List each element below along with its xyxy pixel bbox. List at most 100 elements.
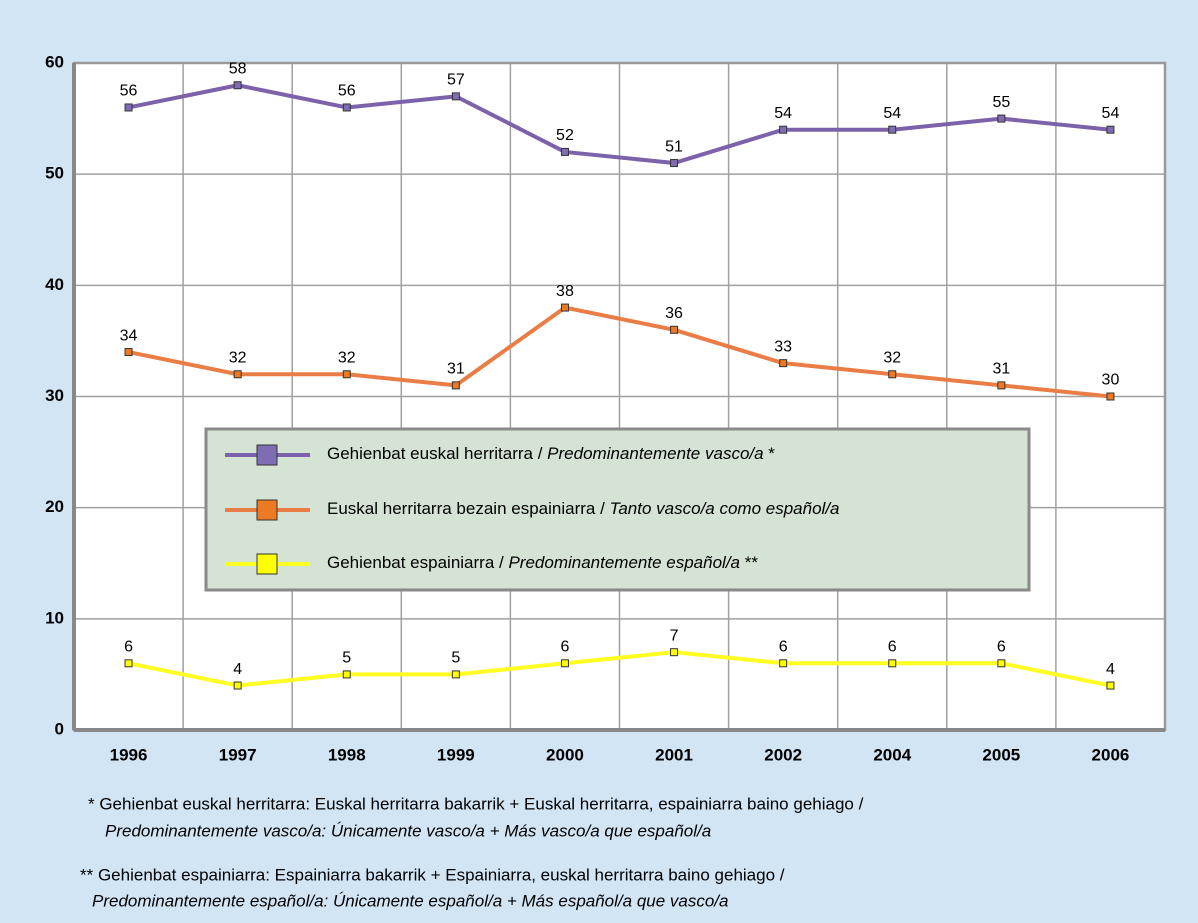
data-point — [997, 114, 1006, 123]
data-label: 32 — [229, 349, 247, 366]
data-label: 32 — [883, 349, 901, 366]
data-point — [1106, 681, 1115, 690]
data-label: 6 — [997, 639, 1006, 656]
x-tick-label: 2002 — [764, 745, 802, 764]
data-label: 4 — [1106, 661, 1115, 678]
data-label: 54 — [774, 105, 792, 122]
x-tick-label: 1996 — [110, 745, 148, 764]
data-point — [1106, 392, 1115, 401]
x-tick-label: 1999 — [437, 745, 475, 764]
data-point — [342, 103, 351, 112]
data-point — [779, 125, 788, 134]
y-tick-label: 30 — [45, 386, 64, 405]
data-point — [451, 670, 460, 679]
legend-box — [204, 427, 1031, 592]
data-point — [233, 81, 242, 90]
data-label: 57 — [447, 72, 465, 89]
legend-text-plain: Euskal herritarra bezain espainiarra / — [327, 499, 610, 518]
series-line — [128, 650, 1111, 688]
data-point — [560, 659, 569, 668]
data-point — [997, 659, 1006, 668]
footnote: * Gehienbat euskal herritarra: Euskal he… — [88, 794, 864, 813]
data-point — [233, 681, 242, 690]
legend-text-mark: ** — [740, 553, 758, 572]
data-label: 30 — [1102, 372, 1120, 389]
legend-text-plain: Gehienbat espainiarra / — [327, 553, 508, 572]
y-tick-label: 0 — [55, 719, 64, 738]
data-point — [124, 103, 133, 112]
data-point — [451, 92, 460, 101]
data-label: 31 — [447, 361, 465, 378]
data-label: 6 — [779, 639, 788, 656]
data-point — [560, 147, 569, 156]
x-tick-label: 2005 — [982, 745, 1020, 764]
data-label: 31 — [992, 361, 1010, 378]
data-point — [888, 659, 897, 668]
y-tick-label: 50 — [45, 164, 64, 183]
data-point — [670, 325, 679, 334]
data-label: 56 — [338, 83, 356, 100]
data-label: 5 — [451, 650, 460, 667]
data-label: 34 — [120, 327, 138, 344]
x-tick-label: 1997 — [219, 745, 257, 764]
data-label: 55 — [992, 94, 1010, 111]
data-label: 5 — [342, 650, 351, 667]
legend-text-italic: Tanto vasco/a como español/a — [610, 499, 840, 518]
data-label: 58 — [229, 60, 247, 77]
data-point — [888, 125, 897, 134]
legend-text-plain: Gehienbat euskal herritarra / — [327, 444, 547, 463]
x-tick-label: 1998 — [328, 745, 366, 764]
legend-text-mark: * — [764, 444, 776, 463]
data-point — [451, 381, 460, 390]
data-label: 33 — [774, 338, 792, 355]
x-tick-label: 2000 — [546, 745, 584, 764]
series-line — [128, 305, 1111, 399]
x-tick-label: 2001 — [655, 745, 693, 764]
legend-text-italic: Predominantemente vasco/a — [547, 444, 763, 463]
legend-label: Gehienbat espainiarra / Predominantement… — [327, 553, 758, 572]
y-tick-label: 10 — [45, 608, 64, 627]
data-label: 54 — [883, 105, 901, 122]
data-label: 56 — [120, 83, 138, 100]
data-point — [670, 159, 679, 168]
data-point — [888, 370, 897, 379]
footnote-translation: Predominantemente vasco/a: Únicamente va… — [105, 821, 711, 840]
data-point — [124, 348, 133, 357]
data-point — [124, 659, 133, 668]
data-label: 52 — [556, 127, 574, 144]
legend-swatch — [256, 499, 278, 521]
legend-text-italic: Predominantemente español/a — [508, 553, 740, 572]
legend-swatch — [256, 444, 278, 466]
data-point — [779, 659, 788, 668]
series-line — [128, 83, 1111, 166]
data-point — [779, 359, 788, 368]
data-label: 54 — [1102, 105, 1120, 122]
data-point — [342, 670, 351, 679]
data-point — [560, 303, 569, 312]
data-point — [342, 370, 351, 379]
footnote: ** Gehienbat espainiarra: Espainiarra ba… — [80, 865, 785, 884]
legend-label: Gehienbat euskal herritarra / Predominan… — [327, 444, 775, 463]
data-point — [233, 370, 242, 379]
data-label: 38 — [556, 283, 574, 300]
data-label: 51 — [665, 138, 683, 155]
data-label: 7 — [670, 627, 679, 644]
data-label: 6 — [888, 639, 897, 656]
data-label: 36 — [665, 305, 683, 322]
legend-label: Euskal herritarra bezain espainiarra / T… — [327, 499, 840, 518]
y-tick-label: 20 — [45, 497, 64, 516]
y-tick-label: 40 — [45, 275, 64, 294]
data-label: 6 — [124, 639, 133, 656]
x-tick-label: 2004 — [873, 745, 911, 764]
footnote-translation: Predominantemente español/a: Únicamente … — [92, 891, 729, 910]
legend-swatch — [256, 553, 278, 575]
data-label: 32 — [338, 349, 356, 366]
data-point — [1106, 125, 1115, 134]
data-label: 4 — [233, 661, 242, 678]
data-label: 6 — [560, 639, 569, 656]
x-tick-label: 2006 — [1092, 745, 1130, 764]
data-point — [997, 381, 1006, 390]
data-point — [670, 648, 679, 657]
y-tick-label: 60 — [45, 52, 64, 71]
